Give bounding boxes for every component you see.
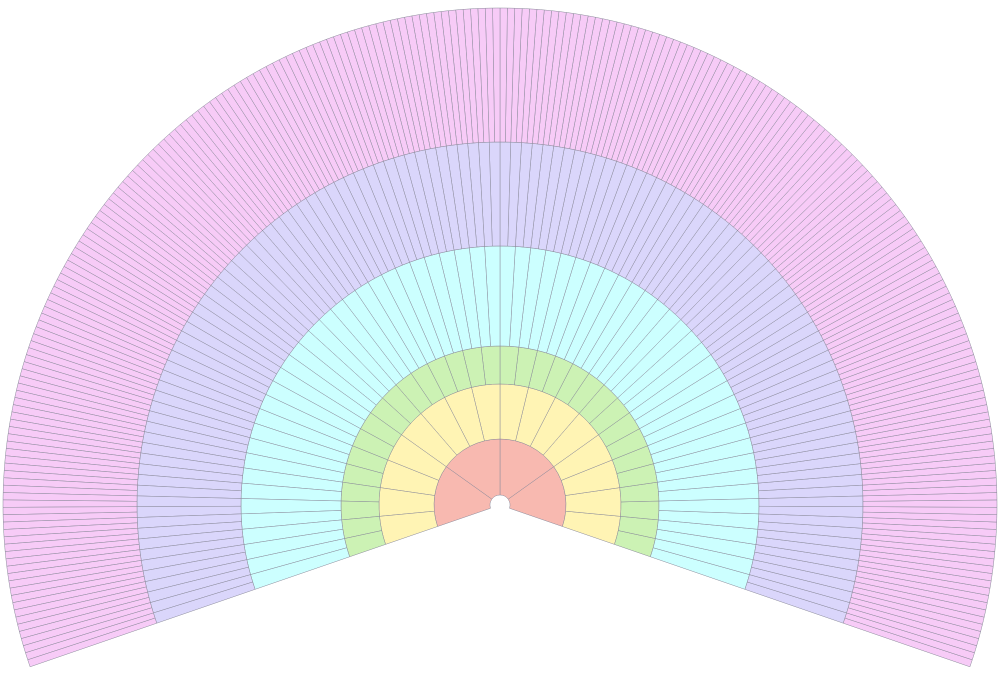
ancestor-cell xyxy=(620,500,660,521)
ancestor-cell xyxy=(562,510,621,545)
ancestor-cell xyxy=(27,617,158,668)
ancestor-cell xyxy=(379,510,438,545)
ancestor-cell xyxy=(2,499,138,508)
